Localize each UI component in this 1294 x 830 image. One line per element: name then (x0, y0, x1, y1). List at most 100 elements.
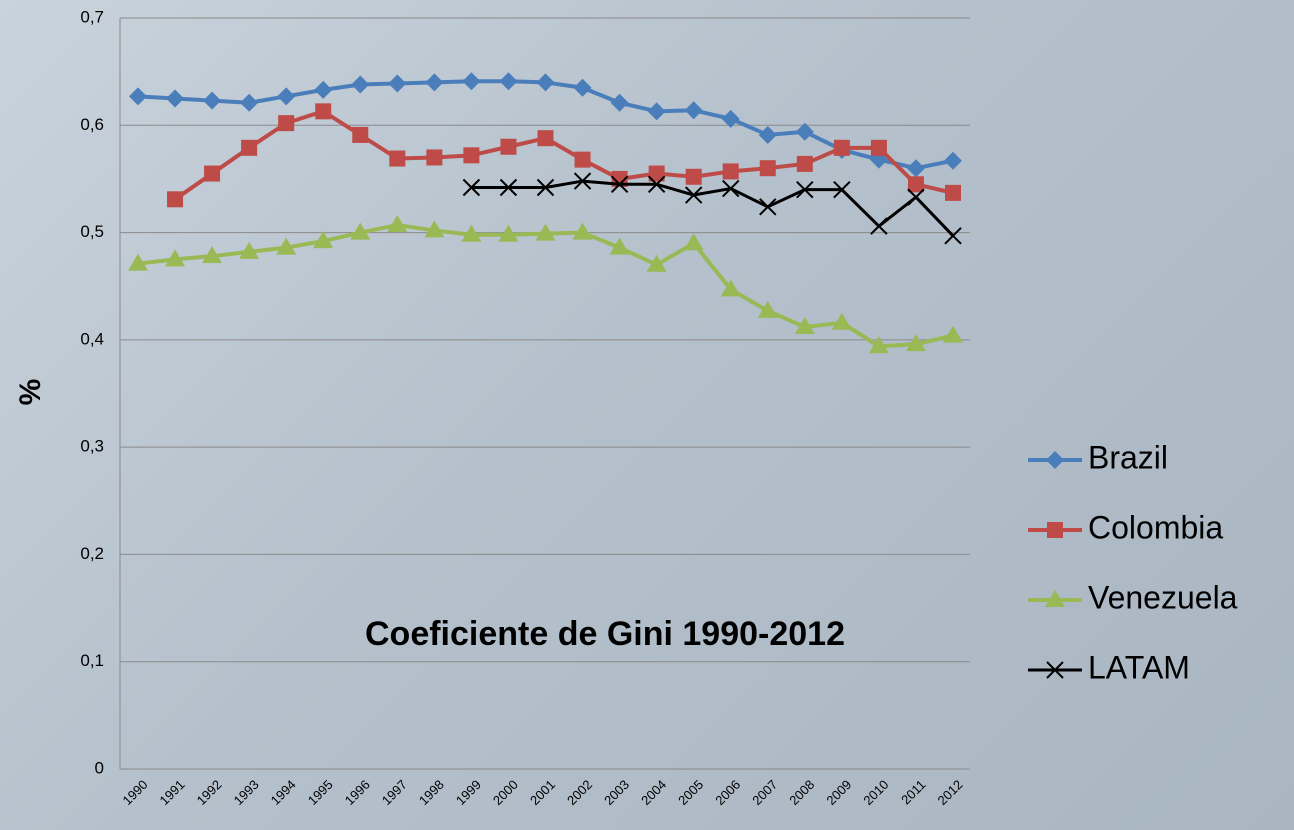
marker (648, 165, 665, 182)
marker (128, 253, 148, 271)
marker (498, 224, 519, 242)
x-tick-label: 2005 (675, 777, 706, 808)
marker (202, 246, 223, 264)
marker (905, 334, 926, 352)
marker (462, 178, 481, 197)
y-axis-label: % (14, 379, 47, 406)
marker (870, 139, 887, 156)
marker (944, 227, 962, 245)
x-tick-label: 2001 (527, 777, 558, 808)
marker (610, 175, 629, 194)
marker (721, 109, 740, 128)
marker (647, 102, 666, 121)
marker (573, 78, 592, 97)
marker (387, 215, 408, 233)
marker (389, 150, 406, 167)
x-tick-label: 2010 (860, 777, 891, 808)
x-tick-label: 1995 (305, 777, 336, 808)
x-tick-label: 2009 (823, 777, 854, 808)
marker (722, 163, 739, 180)
legend-marker (1047, 522, 1063, 538)
marker (203, 91, 222, 110)
marker (833, 139, 850, 156)
marker (313, 231, 334, 249)
marker (424, 220, 445, 238)
x-tick-label: 2011 (898, 777, 928, 807)
marker (499, 178, 518, 197)
marker (388, 74, 407, 93)
marker (945, 184, 961, 201)
marker (795, 122, 814, 141)
marker (609, 237, 630, 255)
legend-label: LATAM (1088, 649, 1190, 685)
x-tick-label: 1996 (342, 777, 373, 808)
marker (868, 336, 889, 354)
marker (500, 138, 517, 155)
marker (907, 176, 924, 193)
marker (314, 80, 333, 99)
x-tick-label: 2006 (712, 777, 743, 808)
marker (759, 160, 776, 177)
marker (240, 93, 259, 112)
marker (684, 186, 703, 204)
marker (537, 130, 554, 147)
marker (831, 312, 852, 330)
marker (943, 325, 963, 343)
legend-label: Colombia (1088, 509, 1223, 545)
marker (796, 180, 814, 199)
marker (276, 237, 297, 255)
legend-label: Venezuela (1088, 579, 1238, 615)
y-tick-label: 0,4 (80, 329, 104, 348)
marker (462, 72, 481, 91)
marker (426, 149, 443, 166)
marker (794, 316, 815, 334)
x-tick-label: 2012 (934, 777, 965, 808)
y-tick-label: 0,1 (80, 651, 104, 670)
marker (277, 87, 296, 106)
y-tick-label: 0,5 (80, 222, 104, 241)
marker (536, 73, 555, 92)
x-tick-label: 2004 (638, 777, 669, 808)
series-line (137, 223, 954, 349)
x-tick-label: 1990 (119, 777, 150, 808)
y-tick-label: 0 (95, 758, 104, 777)
x-tick-label: 2002 (564, 777, 595, 808)
marker (870, 217, 888, 235)
marker (610, 93, 629, 112)
x-tick-label: 1997 (379, 777, 410, 808)
marker (647, 175, 666, 194)
marker (351, 75, 370, 94)
marker (536, 178, 555, 197)
x-tick-label: 2007 (749, 777, 780, 808)
marker (315, 103, 332, 120)
marker (352, 126, 369, 143)
marker (796, 155, 813, 172)
y-tick-label: 0,7 (80, 7, 104, 26)
marker (204, 165, 221, 182)
marker (425, 73, 444, 92)
x-tick-label: 1998 (416, 777, 447, 808)
marker (165, 249, 186, 267)
marker (683, 233, 704, 251)
x-tick-label: 2008 (786, 777, 817, 808)
marker (684, 101, 703, 120)
series-line (173, 109, 954, 201)
marker (757, 300, 778, 318)
marker (535, 223, 556, 241)
marker (722, 179, 740, 198)
marker (833, 180, 851, 199)
y-tick-label: 0,2 (80, 544, 104, 563)
marker (461, 224, 482, 242)
x-tick-label: 1991 (157, 777, 188, 808)
legend-label: Brazil (1088, 439, 1168, 475)
x-tick-label: 1999 (453, 777, 484, 808)
marker (463, 147, 480, 164)
y-tick-label: 0,3 (80, 437, 104, 456)
marker (759, 198, 777, 216)
legend-marker (1046, 661, 1064, 679)
marker (241, 139, 258, 156)
marker (685, 168, 702, 185)
marker (906, 159, 925, 178)
marker (944, 151, 962, 170)
